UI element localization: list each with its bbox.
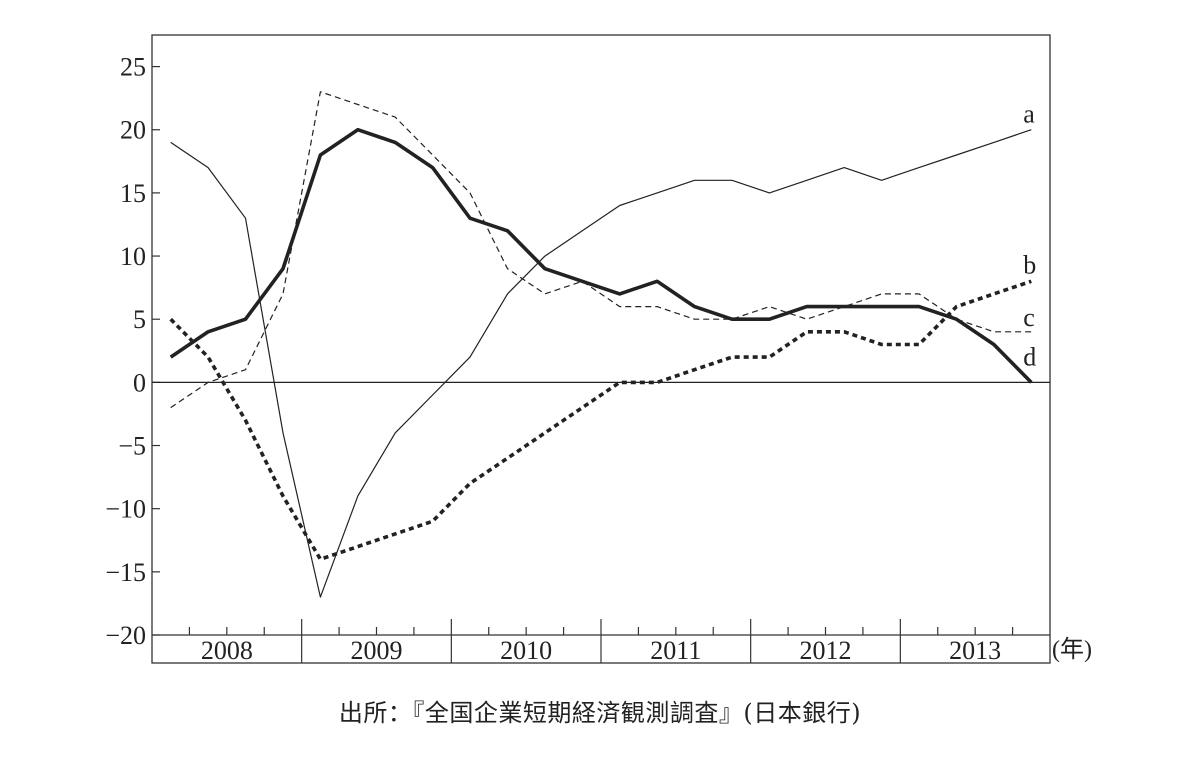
y-tick-label: 5 [133,305,146,334]
y-tick-label: −10 [105,495,146,524]
series-label-c: c [1023,303,1035,332]
year-label: 2009 [351,636,403,665]
y-tick-label: −20 [105,621,146,650]
year-label: 2011 [650,636,701,665]
series-line-b [169,279,1032,562]
y-tick-label: 0 [133,368,146,397]
y-tick-label: −5 [118,432,146,461]
y-tick-label: −15 [105,558,146,587]
year-label: 2008 [201,636,253,665]
plot-border [151,34,1051,664]
series-line-a [170,129,1032,598]
y-tick-label: 15 [120,179,146,208]
year-label: 2013 [949,636,1001,665]
series-label-d: d [1023,342,1036,371]
series-label-b: b [1023,250,1036,279]
year-label: 2010 [500,636,552,665]
y-tick-label: 20 [120,116,146,145]
source-caption: 出所：『全国企業短期経済観測調査』(日本銀行) [338,699,862,727]
series-layer [169,91,1033,598]
x-unit-label: (年) [1052,636,1092,663]
y-tick-label: 25 [120,53,146,82]
y-axis: 25 20 15 10 5 0 −5 −10 −15 −20 [105,53,160,650]
series-label-a: a [1023,100,1035,129]
plot-frame [151,34,1051,664]
y-tick-label: 10 [120,242,146,271]
year-label: 2012 [800,636,852,665]
x-axis: 2008 2009 2010 2011 2012 2013 [188,619,1014,665]
series-label-layer: a bcd [1023,100,1036,372]
series-line-c [170,91,1032,409]
series-line-d [169,127,1033,384]
